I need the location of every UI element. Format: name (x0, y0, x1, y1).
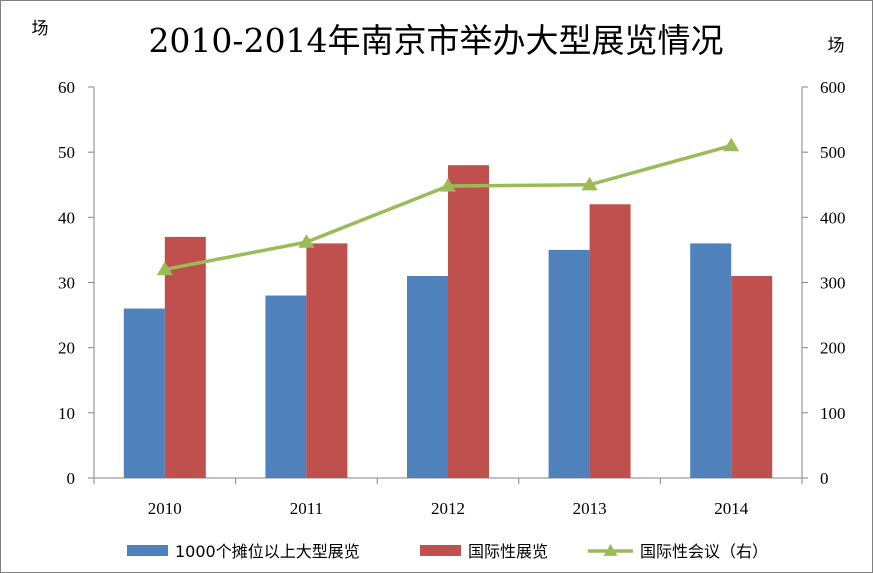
bar-international-exhibitions-2010 (164, 236, 206, 478)
bar-large-exhibitions-2013 (548, 249, 590, 478)
bar-large-exhibitions-2014 (690, 243, 732, 478)
chart-title: 2010-2014年南京市举办大型展览情况 (148, 21, 723, 60)
x-tick-label: 2013 (573, 499, 607, 518)
left-tick-label: 50 (58, 143, 75, 162)
left-axis-unit: 场 (32, 19, 49, 39)
right-tick-label: 300 (820, 274, 846, 293)
point-international-conferences-2011 (298, 234, 315, 248)
x-tick-label: 2011 (290, 499, 323, 518)
legend-label-1: 国际性展览 (468, 542, 548, 561)
point-international-conferences-2014 (723, 137, 740, 152)
bar-large-exhibitions-2012 (407, 275, 448, 478)
right-tick-label: 200 (820, 339, 846, 358)
left-tick-label: 60 (58, 78, 75, 97)
left-tick-label: 10 (58, 404, 75, 423)
bar-international-exhibitions-2014 (731, 275, 773, 478)
left-tick-label: 0 (67, 469, 76, 488)
right-tick-label: 100 (820, 404, 846, 423)
point-international-conferences-2013 (581, 176, 598, 191)
right-axis-unit: 场 (828, 36, 845, 56)
left-tick-label: 30 (58, 274, 75, 293)
bar-large-exhibitions-2010 (123, 308, 165, 478)
bar-international-exhibitions-2012 (448, 165, 489, 478)
right-tick-label: 400 (820, 208, 846, 227)
left-tick-label: 20 (58, 339, 75, 358)
bar-international-exhibitions-2013 (589, 204, 631, 479)
legend-swatch-0 (127, 545, 168, 556)
x-tick-label: 2012 (431, 499, 465, 518)
x-tick-label: 2010 (148, 499, 182, 518)
right-tick-label: 500 (820, 143, 846, 162)
point-international-conferences-2012 (440, 178, 456, 192)
legend-swatch-1 (420, 545, 461, 556)
legend-label-2: 国际性会议（右） (640, 542, 768, 561)
right-tick-label: 600 (820, 78, 846, 97)
point-international-conferences-2010 (156, 261, 173, 276)
right-tick-label: 0 (820, 469, 829, 488)
x-tick-label: 2014 (714, 499, 749, 518)
legend-label-0: 1000个摊位以上大型展览 (175, 542, 360, 561)
bar-international-exhibitions-2011 (306, 243, 348, 478)
bar-large-exhibitions-2011 (265, 295, 307, 478)
left-tick-label: 40 (58, 208, 75, 227)
legend: 1000个摊位以上大型展览 国际性展览 国际性会议（右） (127, 542, 768, 561)
legend-marker-2 (603, 544, 618, 556)
